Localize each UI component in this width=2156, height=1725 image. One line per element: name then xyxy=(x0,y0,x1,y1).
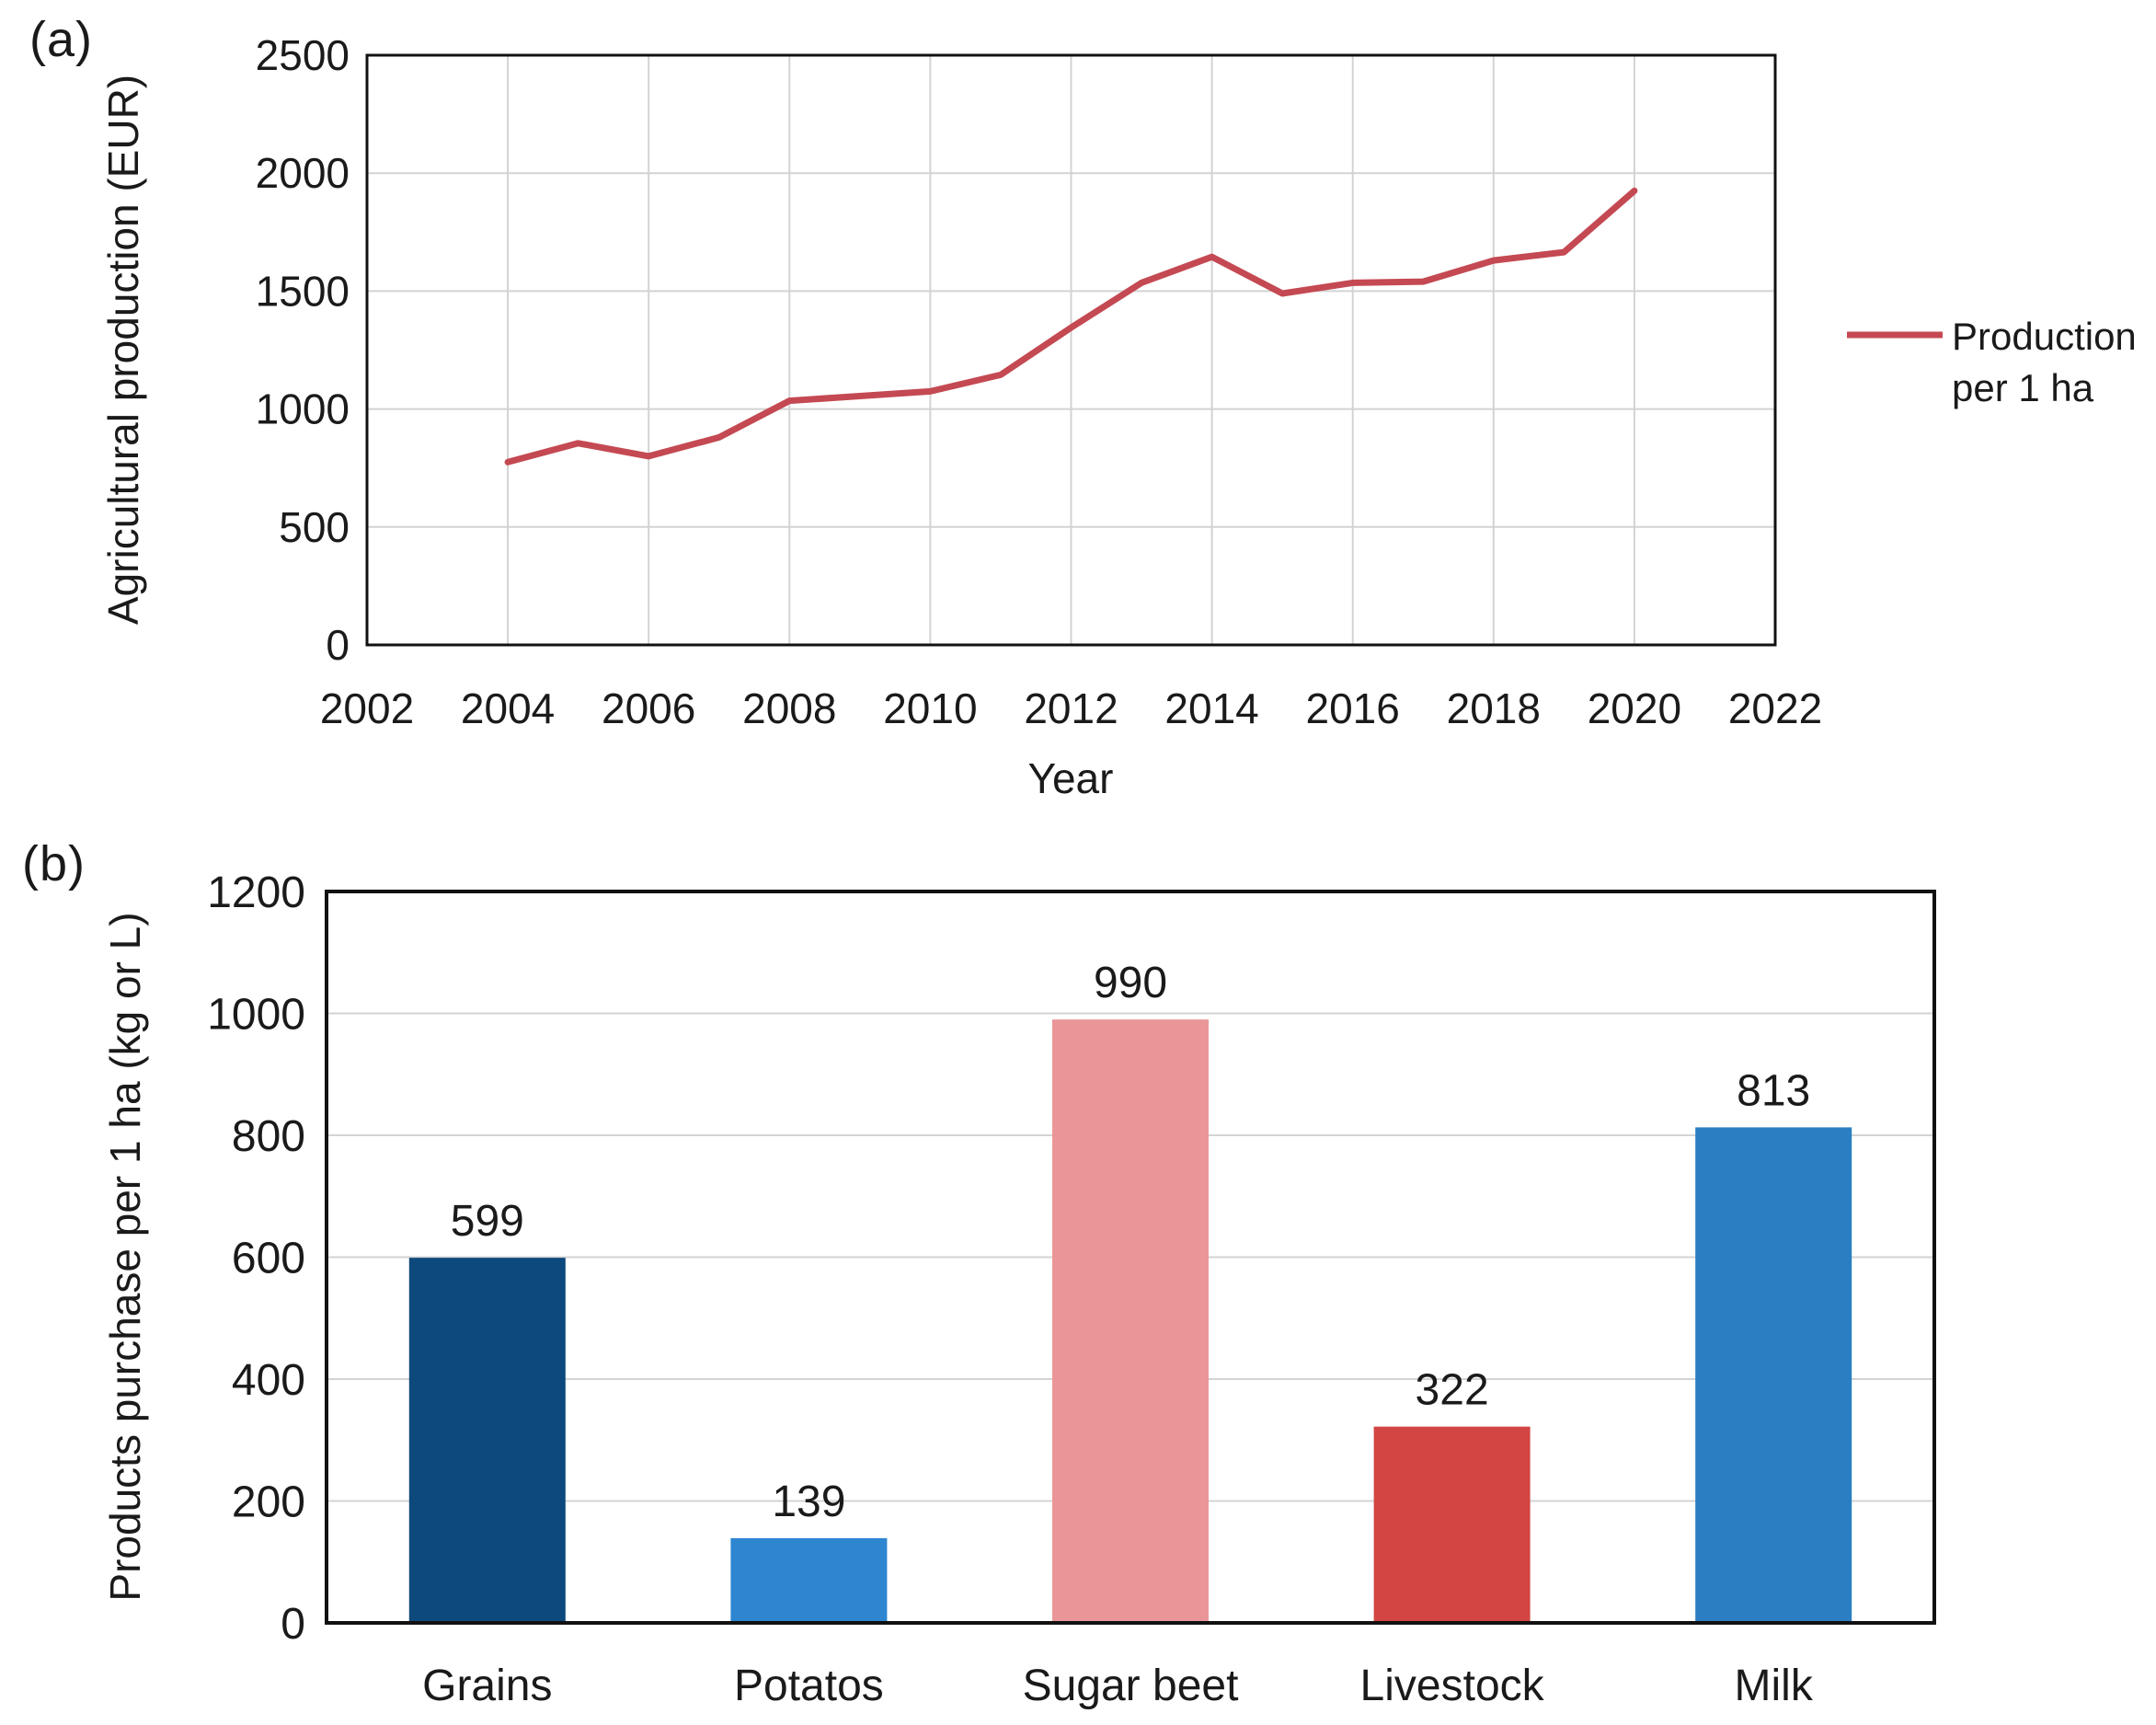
y-tick-label: 1000 xyxy=(256,385,350,433)
bar-livestock xyxy=(1373,1426,1531,1623)
line-chart-x-tick-labels: 2002 2004 2006 2008 2010 2012 2014 2016 2018 2020… xyxy=(320,684,1822,732)
legend: Production per 1 ha xyxy=(1847,315,2137,409)
y-tick-label: 0 xyxy=(326,621,350,669)
legend-label-line2: per 1 ha xyxy=(1952,366,2094,409)
y-tick-label: 500 xyxy=(279,503,350,551)
y-tick-label: 1000 xyxy=(207,991,305,1040)
y-tick-label: 0 xyxy=(281,1600,305,1649)
x-tick-label: 2014 xyxy=(1164,684,1258,732)
bar-chart-bars xyxy=(408,1019,1852,1623)
category-label: Livestock xyxy=(1360,1662,1545,1710)
x-axis-title: Year xyxy=(1028,754,1114,802)
y-tick-label: 800 xyxy=(232,1112,305,1161)
y-tick-label: 1500 xyxy=(256,267,350,315)
y-tick-label: 400 xyxy=(232,1356,305,1405)
y-tick-label: 1200 xyxy=(207,868,305,917)
line-chart-y-tick-labels: 0 500 1000 1500 2000 2500 xyxy=(256,31,350,669)
y-tick-label: 200 xyxy=(232,1478,305,1527)
bar-chart-y-tick-labels: 0 200 400 600 800 1000 1200 xyxy=(207,868,305,1649)
bar-value-label: 813 xyxy=(1737,1066,1810,1115)
line-chart-agricultural-production: 0 500 1000 1500 2000 2500 2002 2004 2006 2008 201… xyxy=(99,31,2137,802)
bar-chart-category-labels: Grains Potatos Sugar beet Livestock Milk xyxy=(422,1662,1814,1710)
panel-b-label: (b) xyxy=(22,836,86,891)
plot-frame xyxy=(325,890,1936,1625)
x-tick-label: 2010 xyxy=(883,684,977,732)
bar-value-label: 599 xyxy=(451,1197,524,1246)
x-tick-label: 2016 xyxy=(1306,684,1400,732)
y-tick-label: 2000 xyxy=(256,149,350,197)
bar-potatos xyxy=(730,1537,888,1623)
bar-chart-frame xyxy=(325,890,1936,1625)
line-chart-gridlines xyxy=(367,55,1775,645)
bar-value-label: 322 xyxy=(1416,1366,1489,1415)
x-tick-label: 2020 xyxy=(1588,684,1681,732)
x-tick-label: 2012 xyxy=(1024,684,1118,732)
line-chart-frame xyxy=(365,53,1777,647)
panel-a-label: (a) xyxy=(29,12,93,67)
category-label: Potatos xyxy=(734,1662,884,1710)
production-line-series xyxy=(504,187,1638,466)
y-tick-label: 600 xyxy=(232,1235,305,1283)
bar-milk xyxy=(1695,1127,1852,1623)
x-tick-label: 2004 xyxy=(461,684,555,732)
y-axis-title: Products purchase per 1 ha (kg or L) xyxy=(101,912,149,1601)
x-tick-label: 2006 xyxy=(602,684,695,732)
bar-value-label: 990 xyxy=(1094,959,1167,1007)
bar-chart-products-purchase: 599 139 990 322 813 0 200 400 600 800 1000 1200 Gr… xyxy=(101,868,1936,1710)
bar-chart-value-labels: 599 139 990 322 813 xyxy=(451,959,1810,1526)
bar-sugar-beet xyxy=(1052,1019,1209,1623)
y-tick-label: 2500 xyxy=(256,31,350,79)
legend-label-line1: Production xyxy=(1952,315,2137,358)
x-tick-label: 2022 xyxy=(1728,684,1822,732)
y-axis-title: Agricultural production (EUR) xyxy=(99,75,147,625)
bar-grains xyxy=(408,1258,566,1623)
bar-value-label: 139 xyxy=(772,1478,845,1526)
category-label: Milk xyxy=(1735,1662,1814,1710)
x-tick-label: 2008 xyxy=(742,684,836,732)
line-chart-series xyxy=(504,187,1638,466)
category-label: Sugar beet xyxy=(1023,1662,1239,1710)
plot-frame xyxy=(365,53,1777,647)
x-tick-label: 2002 xyxy=(320,684,414,732)
x-tick-label: 2018 xyxy=(1447,684,1541,732)
category-label: Grains xyxy=(422,1662,552,1710)
